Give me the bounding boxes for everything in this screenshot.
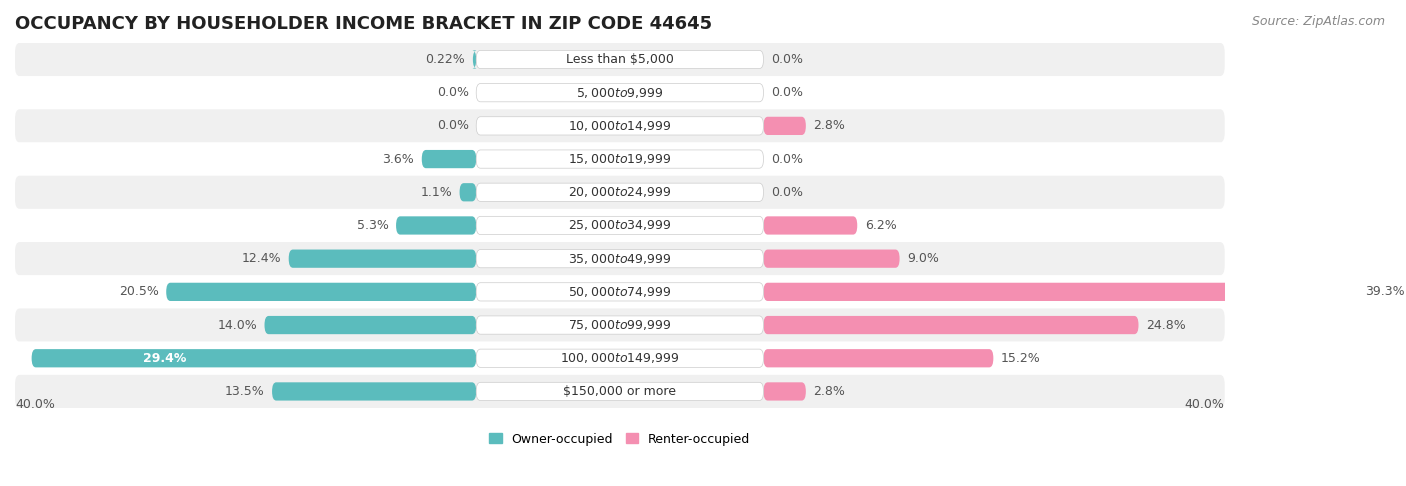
FancyBboxPatch shape: [477, 150, 763, 168]
FancyBboxPatch shape: [460, 183, 477, 201]
FancyBboxPatch shape: [763, 117, 806, 135]
Text: 29.4%: 29.4%: [143, 352, 187, 365]
FancyBboxPatch shape: [477, 84, 763, 102]
Text: $15,000 to $19,999: $15,000 to $19,999: [568, 152, 672, 166]
Text: 1.1%: 1.1%: [420, 186, 451, 199]
Text: 0.0%: 0.0%: [770, 186, 803, 199]
Text: 6.2%: 6.2%: [865, 219, 897, 232]
FancyBboxPatch shape: [763, 382, 806, 400]
FancyBboxPatch shape: [15, 43, 1225, 76]
FancyBboxPatch shape: [477, 51, 763, 69]
FancyBboxPatch shape: [763, 216, 858, 235]
FancyBboxPatch shape: [15, 242, 1225, 275]
FancyBboxPatch shape: [763, 283, 1358, 301]
Text: 3.6%: 3.6%: [382, 153, 415, 166]
FancyBboxPatch shape: [477, 316, 763, 334]
Text: 0.0%: 0.0%: [770, 153, 803, 166]
Text: 39.3%: 39.3%: [1365, 285, 1405, 298]
FancyBboxPatch shape: [15, 375, 1225, 408]
FancyBboxPatch shape: [15, 275, 1225, 309]
Text: 9.0%: 9.0%: [907, 252, 939, 265]
Text: $50,000 to $74,999: $50,000 to $74,999: [568, 285, 672, 299]
Text: 14.0%: 14.0%: [217, 318, 257, 331]
FancyBboxPatch shape: [273, 382, 477, 400]
Text: $25,000 to $34,999: $25,000 to $34,999: [568, 219, 672, 232]
FancyBboxPatch shape: [763, 349, 994, 367]
FancyBboxPatch shape: [15, 209, 1225, 242]
FancyBboxPatch shape: [15, 309, 1225, 342]
Text: 12.4%: 12.4%: [242, 252, 281, 265]
FancyBboxPatch shape: [477, 382, 763, 400]
Text: Less than $5,000: Less than $5,000: [565, 53, 673, 66]
FancyBboxPatch shape: [166, 283, 477, 301]
Text: $100,000 to $149,999: $100,000 to $149,999: [560, 351, 679, 365]
Text: 5.3%: 5.3%: [357, 219, 388, 232]
FancyBboxPatch shape: [477, 183, 763, 201]
Text: 2.8%: 2.8%: [814, 120, 845, 132]
Text: OCCUPANCY BY HOUSEHOLDER INCOME BRACKET IN ZIP CODE 44645: OCCUPANCY BY HOUSEHOLDER INCOME BRACKET …: [15, 15, 711, 33]
Text: $10,000 to $14,999: $10,000 to $14,999: [568, 119, 672, 133]
FancyBboxPatch shape: [477, 283, 763, 301]
FancyBboxPatch shape: [15, 109, 1225, 142]
Text: 2.8%: 2.8%: [814, 385, 845, 398]
FancyBboxPatch shape: [477, 117, 763, 135]
FancyBboxPatch shape: [15, 76, 1225, 109]
Legend: Owner-occupied, Renter-occupied: Owner-occupied, Renter-occupied: [489, 433, 751, 446]
Text: 0.0%: 0.0%: [437, 120, 468, 132]
FancyBboxPatch shape: [396, 216, 477, 235]
Text: 13.5%: 13.5%: [225, 385, 264, 398]
Text: 20.5%: 20.5%: [118, 285, 159, 298]
Text: $5,000 to $9,999: $5,000 to $9,999: [576, 86, 664, 100]
FancyBboxPatch shape: [763, 249, 900, 268]
Text: $35,000 to $49,999: $35,000 to $49,999: [568, 252, 672, 266]
FancyBboxPatch shape: [31, 349, 477, 367]
Text: 0.0%: 0.0%: [770, 86, 803, 99]
Text: $20,000 to $24,999: $20,000 to $24,999: [568, 185, 672, 199]
Text: 0.0%: 0.0%: [770, 53, 803, 66]
FancyBboxPatch shape: [422, 150, 477, 168]
FancyBboxPatch shape: [288, 249, 477, 268]
FancyBboxPatch shape: [15, 175, 1225, 209]
Text: 0.22%: 0.22%: [426, 53, 465, 66]
Text: 40.0%: 40.0%: [15, 398, 55, 411]
Text: $150,000 or more: $150,000 or more: [564, 385, 676, 398]
Text: 40.0%: 40.0%: [1185, 398, 1225, 411]
FancyBboxPatch shape: [472, 51, 477, 69]
FancyBboxPatch shape: [763, 316, 1139, 334]
Text: 24.8%: 24.8%: [1146, 318, 1185, 331]
FancyBboxPatch shape: [15, 142, 1225, 175]
Text: 0.0%: 0.0%: [437, 86, 468, 99]
Text: 15.2%: 15.2%: [1001, 352, 1040, 365]
Text: $75,000 to $99,999: $75,000 to $99,999: [568, 318, 672, 332]
FancyBboxPatch shape: [264, 316, 477, 334]
FancyBboxPatch shape: [477, 249, 763, 268]
FancyBboxPatch shape: [15, 342, 1225, 375]
FancyBboxPatch shape: [477, 216, 763, 235]
FancyBboxPatch shape: [477, 349, 763, 367]
Text: Source: ZipAtlas.com: Source: ZipAtlas.com: [1251, 15, 1385, 28]
